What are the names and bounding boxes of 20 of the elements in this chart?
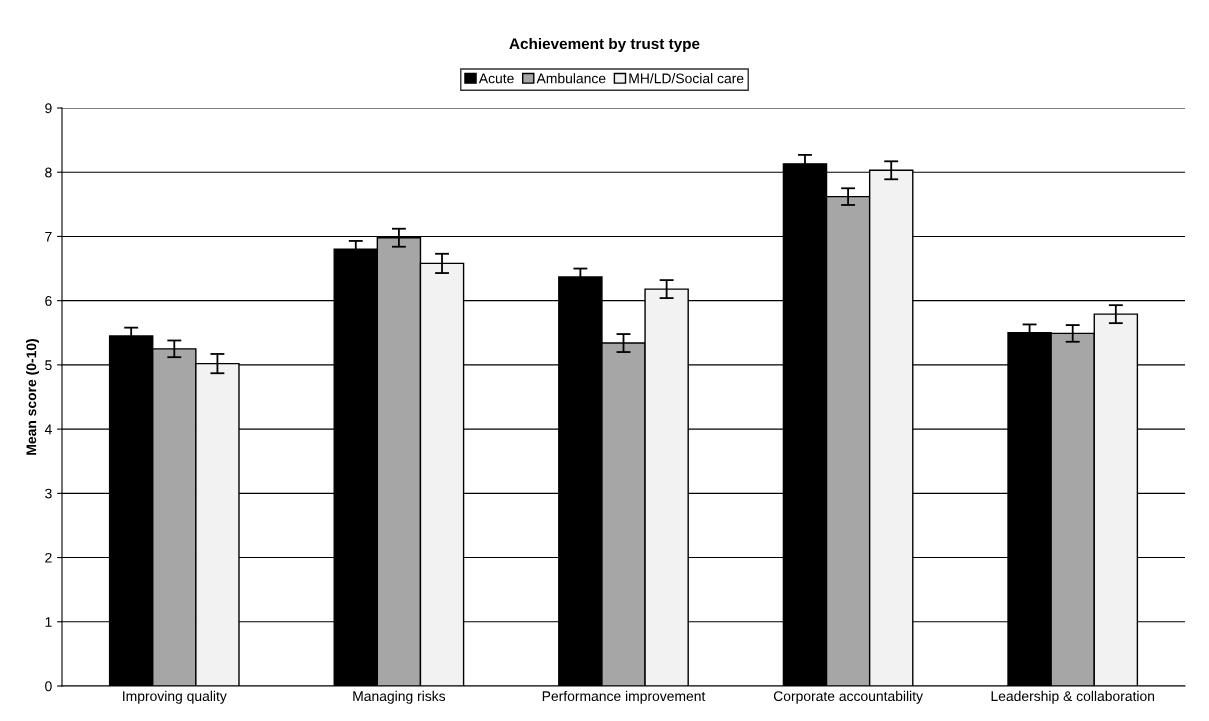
y-tick-label: 9 xyxy=(45,103,52,114)
legend-label: Acute xyxy=(478,73,514,84)
legend-label: Ambulance xyxy=(536,73,606,84)
y-tick-label: 4 xyxy=(44,424,52,435)
x-tick-label: Improving quality xyxy=(123,690,227,704)
x-tick-label: Corporate accountability xyxy=(773,690,923,704)
y-tick-label: 5 xyxy=(45,360,52,371)
x-tick-label: Leadership & collaboration xyxy=(991,690,1155,704)
y-tick-label: 7 xyxy=(45,231,52,242)
y-tick-label: 1 xyxy=(45,617,52,627)
y-tick-label: 6 xyxy=(45,296,52,306)
x-tick-label: Performance improvement xyxy=(542,690,706,704)
y-tick-label: 8 xyxy=(45,167,52,178)
y-axis-title: Mean score (0-10) xyxy=(26,339,39,455)
y-tick-label: 2 xyxy=(45,552,52,563)
legend-label: MH/LD/Social care xyxy=(629,73,744,84)
y-tick-label: 3 xyxy=(45,488,52,499)
y-tick-label: 0 xyxy=(45,681,52,692)
x-tick-label: Managing risks xyxy=(353,690,446,704)
chart-title: Achievement by trust type xyxy=(509,37,700,53)
